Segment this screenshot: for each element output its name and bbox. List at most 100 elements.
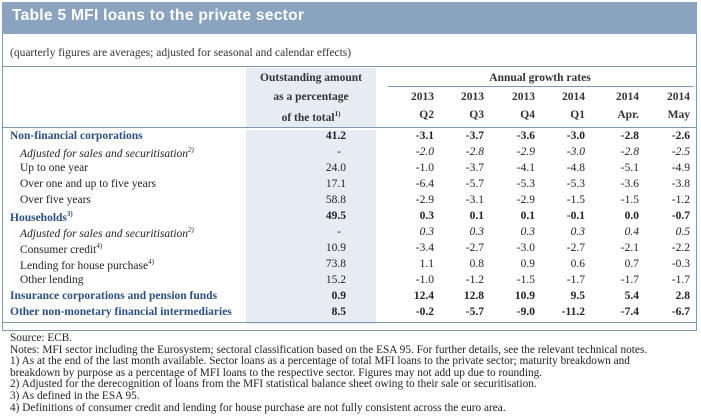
growth-value: -3.7 [465,130,484,142]
period-header-year: 2013 [461,91,484,103]
table-title: Table 5 MFI loans to the private sector [12,7,305,24]
table-bottom-rule [2,322,697,323]
outstanding-header-line1: Outstanding amount [260,72,362,84]
outstanding-value: 17.1 [325,178,346,190]
outstanding-value: 10.9 [325,242,346,254]
row-label: Over five years [20,194,91,206]
outstanding-value: 15.2 [325,274,346,286]
growth-value: -3.6 [620,178,639,190]
growth-value: 0.8 [469,258,484,270]
table-row: Households3) 49.5 0.3 0.1 0.1 -0.1 0.0 -0.7 [10,210,692,225]
growth-value: -2.7 [465,242,484,254]
note-line: 2) Adjusted for the derecognition of loa… [10,378,537,391]
row-label: Adjusted for sales and securitisation2) [20,226,194,240]
period-header-year: 2014 [667,91,690,103]
growth-value: 0.4 [624,226,639,238]
growth-value: 0.0 [624,210,639,222]
growth-value: -2.6 [671,130,690,142]
table-frame [2,2,697,331]
period-header-year: 2014 [616,91,639,103]
period-header-year: 2014 [562,91,585,103]
growth-value: -3.0 [566,146,585,158]
growth-value: -2.8 [620,130,639,142]
growth-value: 0.3 [520,226,535,238]
growth-value: -2.9 [516,194,535,206]
growth-value: -1.5 [620,194,639,206]
growth-value: -2.8 [465,146,484,158]
growth-value: -3.7 [465,162,484,174]
growth-value: -2.2 [671,242,690,254]
table-row: Non-financial corporations 41.2 -3.1 -3.7 -3… [10,130,692,145]
growth-value: -1.0 [415,274,434,286]
table-row: Consumer credit4) 10.9 -3.4 -2.7 -3.0 -2.7 -2.… [10,242,692,257]
growth-value: -2.9 [516,146,535,158]
growth-value: -2.7 [566,242,585,254]
growth-value: -5.3 [566,178,585,190]
period-header-sub: Q3 [469,109,484,121]
growth-value: -2.5 [671,146,690,158]
outstanding-value: 49.5 [325,210,346,222]
growth-value: -3.0 [516,242,535,254]
growth-value: -1.5 [566,194,585,206]
row-label: Non-financial corporations [10,130,143,142]
growth-value: -6.7 [671,306,690,318]
growth-value: 0.6 [570,258,585,270]
outstanding-header-line3: of the total1) [281,110,341,124]
note-line: 4) Definitions of consumer credit and le… [10,401,506,414]
header-bottom-rule [2,127,697,128]
row-label: Households3) [10,210,73,224]
period-header-sub: Q2 [419,109,434,121]
row-label: Adjusted for sales and securitisation2) [20,146,194,160]
growth-value: -3.1 [465,194,484,206]
growth-value: -5.1 [620,162,639,174]
row-label: Up to one year [20,162,89,174]
growth-value: -9.0 [516,306,535,318]
growth-value: -0.7 [671,210,690,222]
outstanding-value: - [337,226,341,238]
growth-value: 0.3 [419,226,434,238]
growth-value: 1.1 [419,258,434,270]
outstanding-value: 24.0 [325,162,346,174]
period-header-sub: May [667,109,690,121]
growth-value: 5.4 [624,290,639,302]
growth-value: -0.2 [415,306,434,318]
table-row: Over five years 58.8 -2.9 -3.1 -2.9 -1.5 -1.5 -… [10,194,692,209]
growth-value: -2.8 [620,146,639,158]
growth-value: -7.4 [620,306,639,318]
growth-value: 0.7 [624,258,639,270]
outstanding-value: 73.8 [325,258,346,270]
row-label: Over one and up to five years [20,178,157,190]
growth-value: 0.3 [570,226,585,238]
growth-value: -0.1 [566,210,585,222]
growth-value: -4.8 [566,162,585,174]
growth-value: 9.5 [570,290,585,302]
note-line: 1) As at the end of the last month avail… [10,355,630,368]
growth-value: -1.2 [671,194,690,206]
period-header-sub: Apr. [617,109,639,121]
header-top-rule [2,66,697,67]
growth-value: -1.7 [620,274,639,286]
growth-header-rule [388,86,694,87]
outstanding-value: 8.5 [331,306,346,318]
growth-value: -4.9 [671,162,690,174]
title-bar: Table 5 MFI loans to the private sector [2,2,697,34]
growth-value: -3.0 [566,130,585,142]
growth-value: -3.8 [671,178,690,190]
growth-value: 0.3 [469,226,484,238]
growth-value: -1.0 [415,162,434,174]
growth-value: 0.5 [675,226,690,238]
note-line: Notes: MFI sector including the Eurosyst… [10,343,648,356]
table-row: Other non-monetary financial intermediar… [10,306,692,321]
row-label: Other non-monetary financial intermediar… [10,306,232,318]
growth-value: -6.4 [415,178,434,190]
row-label: Lending for house purchase4) [20,258,154,272]
growth-value: -2.1 [620,242,639,254]
growth-value: -2.9 [415,194,434,206]
growth-value: -5.7 [465,178,484,190]
growth-value: -1.2 [465,274,484,286]
outstanding-column-shade [246,130,376,324]
growth-value: -3.1 [415,130,434,142]
outstanding-value: 41.2 [325,130,346,142]
growth-value: -0.3 [671,258,690,270]
growth-value: 0.9 [520,258,535,270]
